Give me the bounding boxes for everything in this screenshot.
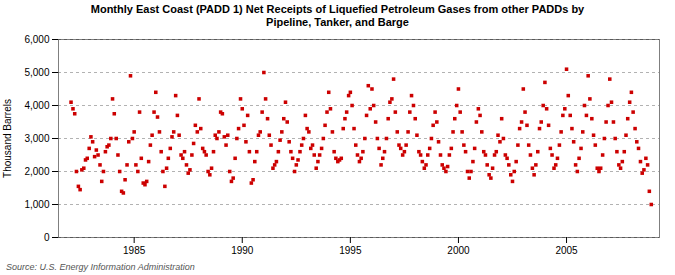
svg-text:4,000: 4,000 bbox=[24, 100, 49, 111]
svg-text:5,000: 5,000 bbox=[24, 67, 49, 78]
svg-text:6,000: 6,000 bbox=[24, 34, 49, 45]
svg-text:2,000: 2,000 bbox=[24, 166, 49, 177]
svg-text:1995: 1995 bbox=[339, 245, 362, 256]
svg-text:2005: 2005 bbox=[555, 245, 578, 256]
svg-text:Thousand Barrels: Thousand Barrels bbox=[2, 99, 13, 178]
svg-text:0: 0 bbox=[44, 232, 50, 243]
svg-text:2000: 2000 bbox=[447, 245, 470, 256]
svg-text:1,000: 1,000 bbox=[24, 199, 49, 210]
html-text:Source: U.S. Energy Informatio: Source: U.S. Energy Information Administ… bbox=[6, 262, 195, 272]
svg-text:1985: 1985 bbox=[123, 245, 146, 256]
html-text:Monthly East Coast (PADD 1) Ne: Monthly East Coast (PADD 1) Net Receipts… bbox=[90, 3, 585, 28]
svg-text:1990: 1990 bbox=[231, 245, 254, 256]
svg-text:3,000: 3,000 bbox=[24, 133, 49, 144]
